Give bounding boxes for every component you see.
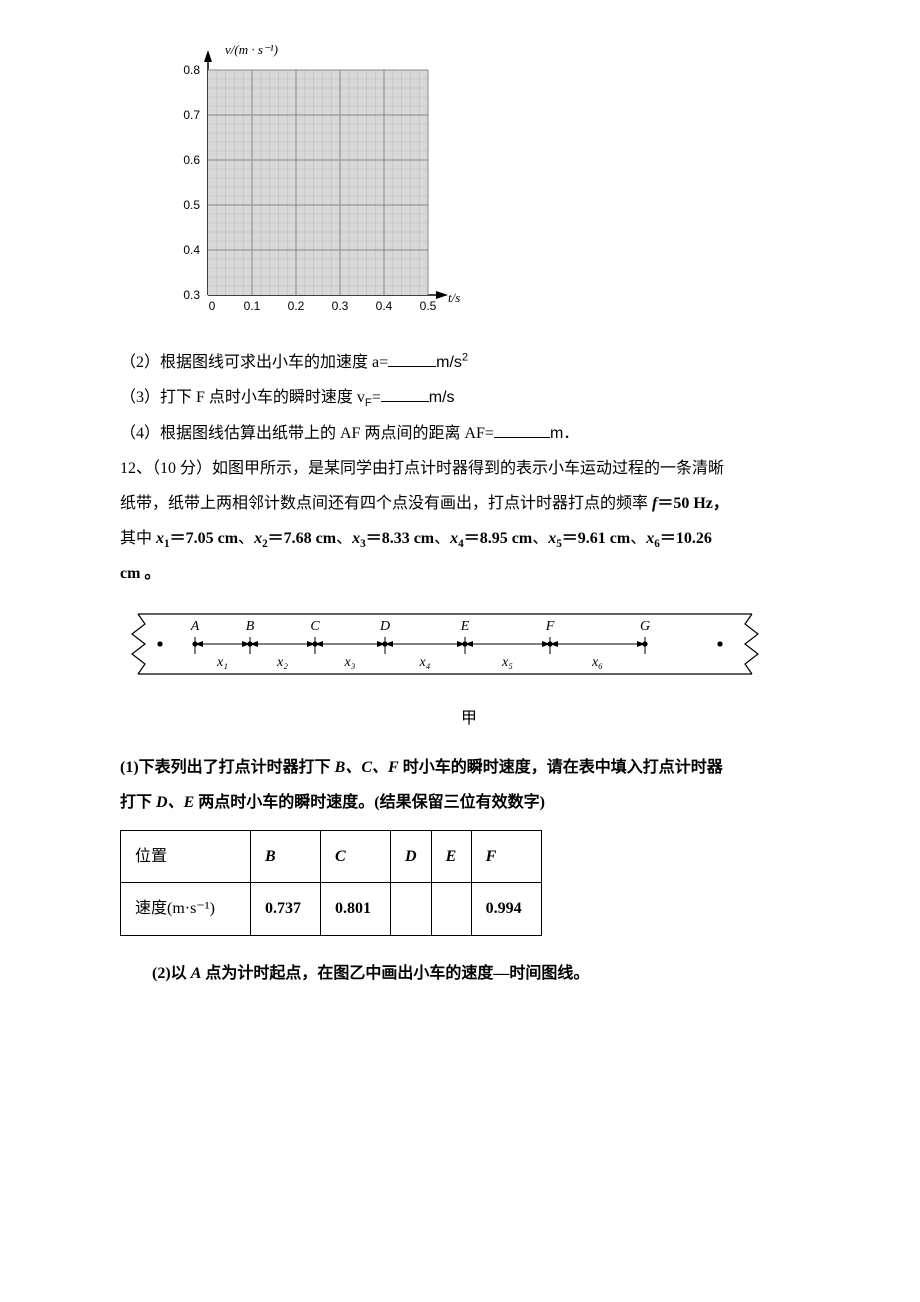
val-B: 0.737 bbox=[251, 883, 321, 935]
vt-chart: v/(m · s⁻¹) t/s bbox=[120, 40, 820, 333]
question-2: （2）根据图线可求出小车的加速度 a= m/s2 bbox=[120, 345, 820, 380]
question-4: （4）根据图线估算出纸带上的 AF 两点间的距离 AF= m． bbox=[120, 416, 820, 451]
val-F: 0.994 bbox=[471, 883, 541, 935]
tape-segment-label: x₄ bbox=[418, 655, 430, 670]
svg-text:0.6: 0.6 bbox=[183, 153, 200, 167]
q4-unit: m bbox=[550, 425, 563, 442]
velocity-table: 位置 B C D E F 速度(m·s⁻¹) 0.737 0.801 0.994 bbox=[120, 830, 542, 935]
question-12-l2: 纸带，纸带上两相邻计数点间还有四个点没有画出，打点计时器打点的频率 f＝50 H… bbox=[120, 486, 820, 521]
y-tick-labels: 0.3 0.4 0.5 0.6 0.7 0.8 bbox=[183, 63, 200, 302]
tape-caption: 甲 bbox=[120, 701, 820, 736]
svg-text:0.8: 0.8 bbox=[183, 63, 200, 77]
svg-text:0: 0 bbox=[209, 299, 216, 313]
tape-svg: A B C D E F G x₁ x₂ x₃ x₄ x₅ x₆ bbox=[120, 606, 770, 686]
row2-head: 速度(m·s⁻¹) bbox=[121, 883, 251, 935]
tape-segments: x₁ x₂ x₃ x₄ x₅ x₆ bbox=[195, 641, 645, 670]
x-axis-label: t/s bbox=[448, 290, 460, 305]
q3-text: （3）打下 F 点时小车的瞬时速度 v bbox=[120, 389, 365, 406]
tape-segment-label: x₂ bbox=[276, 655, 288, 670]
question-12-l1: 12、（10 分）如图甲所示，是某同学由打点计时器得到的表示小车运动过程的一条清… bbox=[120, 451, 820, 486]
table-row: 速度(m·s⁻¹) 0.737 0.801 0.994 bbox=[121, 883, 542, 935]
tape-diagram: A B C D E F G x₁ x₂ x₃ x₄ x₅ x₆ bbox=[120, 606, 820, 699]
vt-chart-svg: v/(m · s⁻¹) t/s bbox=[120, 40, 460, 320]
tape-points: A B C D E F G bbox=[190, 619, 650, 654]
tape-point-label: D bbox=[379, 619, 390, 634]
q2-blank[interactable] bbox=[388, 351, 436, 367]
col-D: D bbox=[391, 831, 432, 883]
q4-tail: ． bbox=[563, 425, 579, 442]
q4-blank[interactable] bbox=[494, 422, 550, 438]
row1-head: 位置 bbox=[121, 831, 251, 883]
tape-segment-label: x₆ bbox=[591, 655, 603, 670]
tape-point-label: A bbox=[190, 619, 200, 634]
svg-text:0.3: 0.3 bbox=[332, 299, 349, 313]
svg-text:0.2: 0.2 bbox=[288, 299, 305, 313]
q3-sub: F bbox=[365, 398, 372, 410]
tape-point-label: G bbox=[640, 619, 650, 634]
col-E: E bbox=[431, 831, 471, 883]
question-3: （3）打下 F 点时小车的瞬时速度 vF= m/s bbox=[120, 380, 820, 415]
tape-segment-label: x₁ bbox=[216, 655, 228, 670]
grid-background bbox=[208, 70, 428, 295]
question-12-l4: cm 。 bbox=[120, 556, 820, 591]
q2-unit: m/s bbox=[436, 354, 462, 371]
sub2: (2)以 A 点为计时起点，在图乙中画出小车的速度—时间图线。 bbox=[120, 956, 820, 991]
sub1-l1: (1)下表列出了打点计时器打下 B、C、F 时小车的瞬时速度，请在表中填入打点计… bbox=[120, 750, 820, 785]
tape-point-label: B bbox=[246, 619, 255, 634]
val-E-blank[interactable] bbox=[431, 883, 471, 935]
q3-mid: = bbox=[372, 389, 381, 406]
svg-text:0.5: 0.5 bbox=[183, 198, 200, 212]
q2-unit-sup: 2 bbox=[462, 352, 468, 364]
col-F: F bbox=[471, 831, 541, 883]
q3-unit: m/s bbox=[429, 389, 455, 406]
svg-text:0.5: 0.5 bbox=[420, 299, 437, 313]
tape-dot-left bbox=[157, 641, 162, 646]
q2-text: （2）根据图线可求出小车的加速度 a= bbox=[120, 354, 388, 371]
q4-text: （4）根据图线估算出纸带上的 AF 两点间的距离 AF= bbox=[120, 425, 494, 442]
tape-segment-label: x₅ bbox=[501, 655, 513, 670]
col-C: C bbox=[321, 831, 391, 883]
val-D-blank[interactable] bbox=[391, 883, 432, 935]
val-C: 0.801 bbox=[321, 883, 391, 935]
svg-text:0.1: 0.1 bbox=[244, 299, 261, 313]
tape-dot-right bbox=[717, 641, 722, 646]
sub1-l2: 打下 D、E 两点时小车的瞬时速度。(结果保留三位有效数字) bbox=[120, 785, 820, 820]
q3-blank[interactable] bbox=[381, 386, 429, 402]
tape-point-label: C bbox=[310, 619, 320, 634]
svg-text:0.4: 0.4 bbox=[183, 243, 200, 257]
col-B: B bbox=[251, 831, 321, 883]
svg-text:0.7: 0.7 bbox=[183, 108, 200, 122]
svg-text:0.3: 0.3 bbox=[183, 288, 200, 302]
table-row: 位置 B C D E F bbox=[121, 831, 542, 883]
y-axis-label: v/(m · s⁻¹) bbox=[225, 42, 278, 57]
x-axis-arrow-icon bbox=[436, 291, 448, 299]
tape-point-label: F bbox=[545, 619, 555, 634]
x-tick-labels: 0 0.1 0.2 0.3 0.4 0.5 bbox=[209, 299, 437, 313]
tape-left-zigzag-icon bbox=[132, 614, 145, 674]
question-12-l3: 其中 x1＝7.05 cm、x2＝7.68 cm、x3＝8.33 cm、x4＝8… bbox=[120, 521, 820, 556]
tape-right-zigzag-icon bbox=[745, 614, 758, 674]
tape-point-label: E bbox=[460, 619, 470, 634]
tape-segment-label: x₃ bbox=[343, 655, 355, 670]
svg-text:0.4: 0.4 bbox=[376, 299, 393, 313]
y-axis-arrow-icon bbox=[204, 50, 212, 62]
